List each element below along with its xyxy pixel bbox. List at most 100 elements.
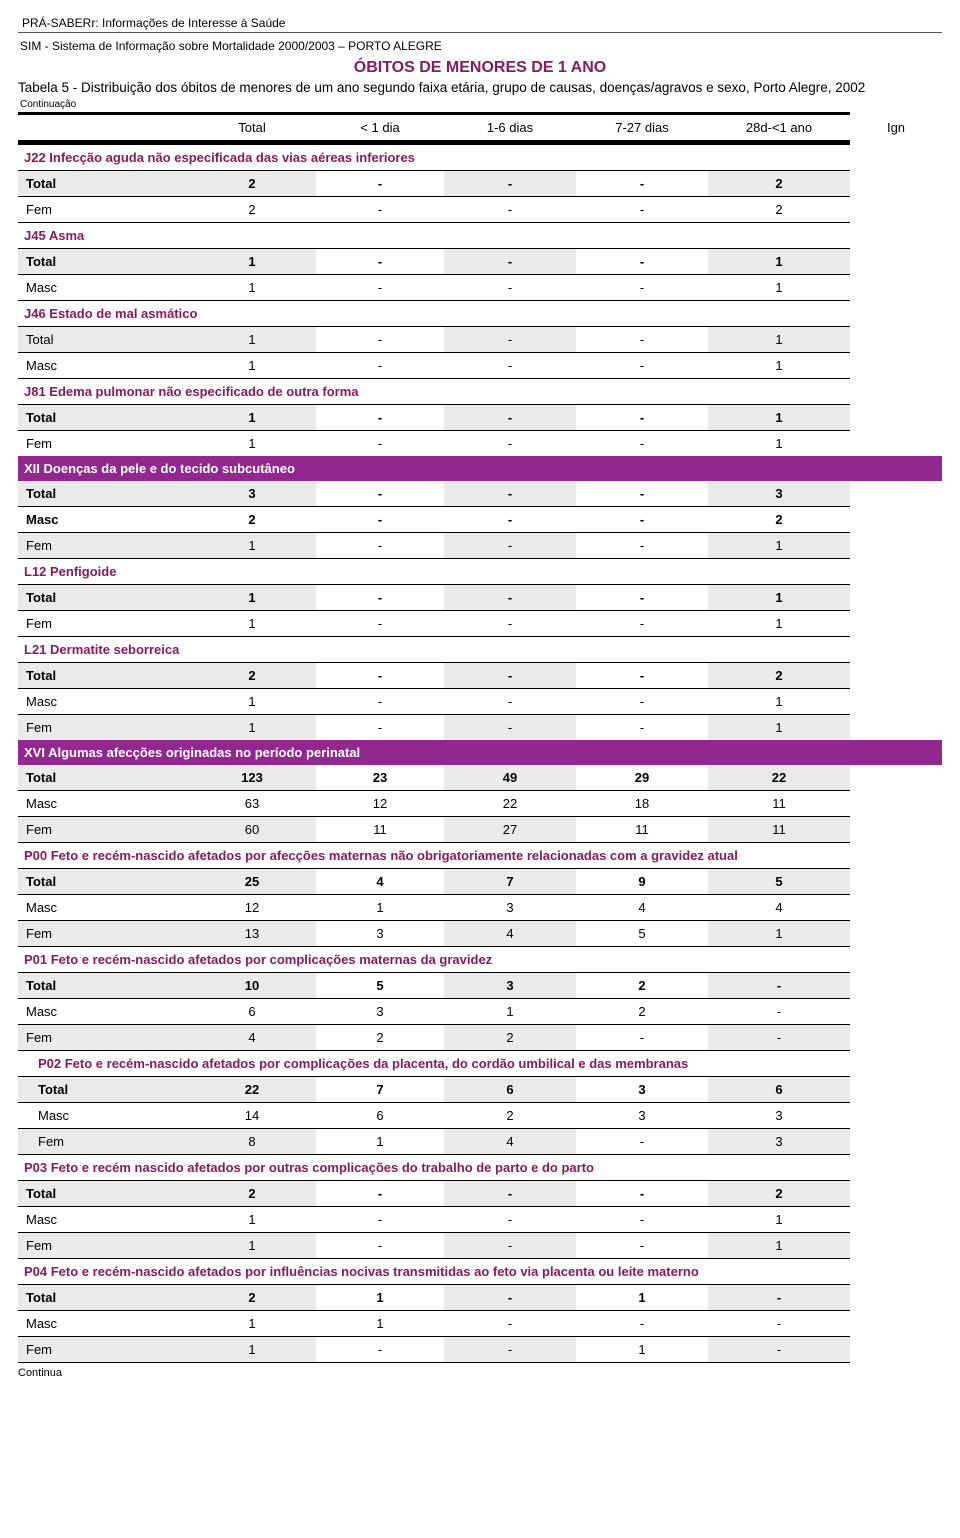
cell-value: -: [444, 431, 576, 456]
cell-value: 1: [708, 327, 850, 353]
cause-header: L21 Dermatite seborreica: [18, 637, 942, 663]
column-header: 1-6 dias: [444, 115, 576, 141]
cell-value: 25: [188, 869, 316, 895]
cell-value: -: [444, 405, 576, 431]
cell-value: 6: [188, 999, 316, 1025]
cell-empty: [850, 869, 942, 895]
cell-value: -: [316, 1233, 444, 1259]
section-header: XII Doenças da pele e do tecido subcutân…: [18, 456, 942, 481]
cell-value: 1: [708, 689, 850, 715]
cause-title: J45 Asma: [18, 223, 942, 249]
cell-value: 2: [188, 507, 316, 533]
cell-value: -: [444, 1233, 576, 1259]
cell-value: 2: [708, 171, 850, 197]
cell-value: -: [316, 481, 444, 507]
cell-value: -: [576, 507, 708, 533]
cell-value: 1: [444, 999, 576, 1025]
cell-value: -: [708, 1337, 850, 1363]
row-label: Fem: [18, 1233, 188, 1259]
cause-title: J46 Estado de mal asmático: [18, 301, 942, 327]
cell-value: -: [444, 507, 576, 533]
cell-value: -: [576, 611, 708, 637]
cell-value: -: [576, 1181, 708, 1207]
row-label: Fem: [18, 1129, 188, 1155]
cell-value: 3: [316, 921, 444, 947]
table-row: Fem814-3: [18, 1129, 942, 1155]
table-row: Fem422--: [18, 1025, 942, 1051]
cell-empty: [850, 999, 942, 1025]
cell-value: 3: [188, 481, 316, 507]
cell-value: 3: [576, 1077, 708, 1103]
table-row: Fem2---2: [18, 197, 942, 223]
cell-value: 2: [708, 663, 850, 689]
cell-value: 12: [316, 791, 444, 817]
cell-value: 1: [188, 353, 316, 379]
cell-value: 11: [708, 817, 850, 843]
cell-value: 1: [188, 405, 316, 431]
cell-empty: [850, 1311, 942, 1337]
table-row: Total21-1-: [18, 1285, 942, 1311]
row-label: Masc: [18, 895, 188, 921]
cell-value: -: [576, 481, 708, 507]
cell-value: 2: [444, 1103, 576, 1129]
cell-empty: [850, 689, 942, 715]
cell-value: 2: [188, 171, 316, 197]
table-row: Total227636: [18, 1077, 942, 1103]
cell-value: -: [708, 973, 850, 999]
cell-value: 1: [708, 405, 850, 431]
cell-empty: [850, 1285, 942, 1311]
row-label: Masc: [18, 1207, 188, 1233]
table-row: Masc121344: [18, 895, 942, 921]
rule: [18, 1363, 850, 1364]
row-label: Fem: [18, 1337, 188, 1363]
cell-value: -: [316, 1181, 444, 1207]
row-label: Masc: [18, 689, 188, 715]
row-label: Masc: [18, 999, 188, 1025]
cell-value: -: [316, 353, 444, 379]
cell-value: -: [576, 715, 708, 740]
row-label: Masc: [18, 353, 188, 379]
cell-value: 1: [188, 327, 316, 353]
cell-value: 11: [576, 817, 708, 843]
row-label: Masc: [18, 1311, 188, 1337]
cell-empty: [850, 1025, 942, 1051]
cell-empty: [850, 197, 942, 223]
cell-value: -: [576, 431, 708, 456]
row-label: Total: [18, 765, 188, 791]
cause-header: J45 Asma: [18, 223, 942, 249]
cell-value: 4: [708, 895, 850, 921]
cell-value: -: [316, 715, 444, 740]
cell-value: 22: [444, 791, 576, 817]
cause-title: P03 Feto e recém nascido afetados por ou…: [18, 1155, 942, 1181]
cell-value: 8: [188, 1129, 316, 1155]
cell-value: 1: [188, 249, 316, 275]
continuation-bottom: Continua: [18, 1367, 942, 1379]
cell-value: 1: [708, 585, 850, 611]
table-row: Fem1---1: [18, 431, 942, 456]
cell-value: 7: [444, 869, 576, 895]
table-row: Fem6011271111: [18, 817, 942, 843]
cell-value: 3: [444, 895, 576, 921]
cell-empty: [850, 715, 942, 740]
cell-value: 1: [708, 715, 850, 740]
cell-value: 12: [188, 895, 316, 921]
cell-value: 1: [708, 921, 850, 947]
cell-value: 4: [444, 1129, 576, 1155]
cell-value: -: [444, 585, 576, 611]
cell-empty: [850, 1233, 942, 1259]
cell-value: -: [316, 275, 444, 301]
cell-value: 22: [708, 765, 850, 791]
cell-value: 1: [188, 715, 316, 740]
cell-value: 5: [576, 921, 708, 947]
row-label: Fem: [18, 533, 188, 559]
cell-value: -: [444, 275, 576, 301]
cell-value: 3: [576, 1103, 708, 1129]
table-row: Total1---1: [18, 327, 942, 353]
row-label: Total: [18, 171, 188, 197]
table-row: Masc146233: [18, 1103, 942, 1129]
cell-value: 6: [444, 1077, 576, 1103]
cell-value: -: [444, 663, 576, 689]
cell-empty: [850, 481, 942, 507]
page-title: ÓBITOS DE MENORES DE 1 ANO: [18, 59, 942, 77]
table-row: Total10532-: [18, 973, 942, 999]
